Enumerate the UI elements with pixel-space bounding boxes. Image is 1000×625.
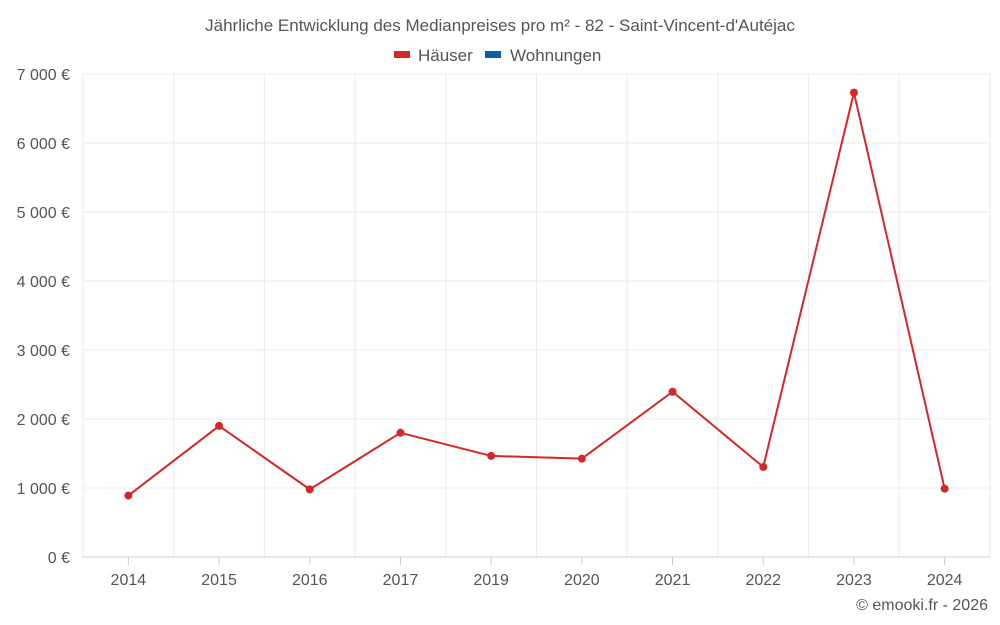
data-point[interactable] [849, 88, 858, 97]
data-point[interactable] [940, 484, 949, 493]
y-tick-label: 1 000 € [17, 481, 70, 498]
gridlines [82, 73, 991, 558]
y-tick-label: 3 000 € [17, 343, 70, 360]
legend-swatch-wohnungen [485, 51, 501, 58]
data-point[interactable] [487, 451, 496, 460]
y-tick-label: 4 000 € [17, 274, 70, 291]
x-tick-label: 2023 [836, 572, 872, 589]
x-tick-label: 2022 [745, 572, 781, 589]
data-point[interactable] [124, 491, 133, 500]
data-point[interactable] [215, 421, 224, 430]
legend-label-haeuser: Häuser [418, 46, 473, 65]
x-tick-label: 2015 [201, 572, 237, 589]
x-axis: 2014 2015 2016 2017 2019 2020 2021 2022 2023 2024 [83, 556, 990, 589]
data-point[interactable] [305, 485, 314, 494]
y-tick-label: 6 000 € [17, 136, 70, 153]
x-tick-label: 2014 [111, 572, 147, 589]
x-tick-label: 2016 [292, 572, 328, 589]
chart-title: Jährliche Entwicklung des Medianpreises … [205, 16, 795, 35]
legend-label-wohnungen: Wohnungen [510, 46, 601, 65]
series-layer [124, 88, 949, 500]
x-tick-label: 2019 [473, 572, 509, 589]
legend: Häuser Wohnungen [394, 46, 601, 65]
data-point[interactable] [759, 462, 768, 471]
y-tick-label: 7 000 € [17, 67, 70, 84]
credit-text: © emooki.fr - 2026 [856, 597, 988, 614]
x-tick-label: 2017 [383, 572, 419, 589]
data-point[interactable] [577, 454, 586, 463]
data-point[interactable] [668, 387, 677, 396]
x-tick-label: 2020 [564, 572, 600, 589]
y-axis: 0 € 1 000 € 2 000 € 3 000 € 4 000 € 5 000 € 6 … [17, 67, 70, 567]
y-tick-label: 5 000 € [17, 205, 70, 222]
y-tick-label: 2 000 € [17, 412, 70, 429]
x-tick-label: 2024 [927, 572, 963, 589]
y-tick-label: 0 € [48, 550, 70, 567]
legend-item-haeuser[interactable]: Häuser [394, 46, 473, 65]
data-point[interactable] [396, 428, 405, 437]
series-line-0 [127, 91, 946, 497]
x-tick-label: 2021 [655, 572, 691, 589]
legend-swatch-haeuser [394, 51, 410, 58]
legend-item-wohnungen[interactable]: Wohnungen [485, 46, 601, 65]
